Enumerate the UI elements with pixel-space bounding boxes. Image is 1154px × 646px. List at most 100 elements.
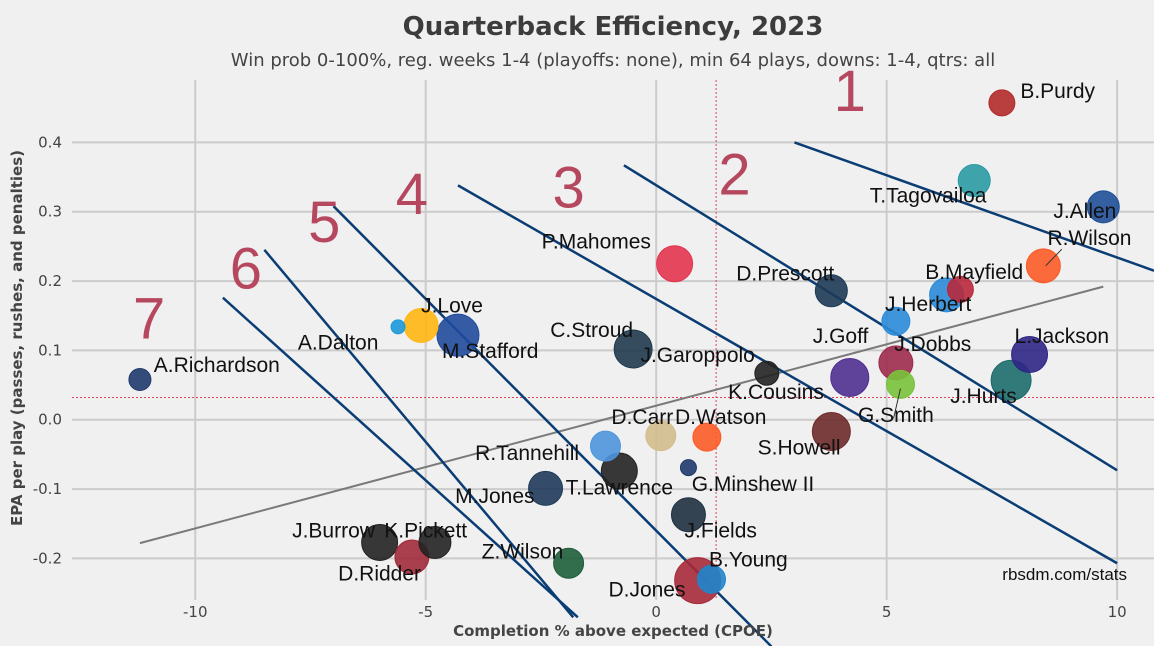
y-tick-label: 0.2: [38, 272, 62, 290]
x-tick-label: -10: [183, 603, 208, 621]
tier-label-1: 1: [834, 59, 866, 124]
point-j-burrow[interactable]: [361, 523, 399, 561]
data-points: [128, 89, 1120, 605]
point-j-fields[interactable]: [670, 497, 706, 533]
point-a-richardson[interactable]: [128, 368, 152, 392]
tier-line-2: [623, 164, 1118, 472]
label-a-dalton: A.Dalton: [298, 332, 379, 355]
label-j-goff: J.Goff: [813, 325, 869, 348]
label-t-lawrence: T.Lawrence: [566, 477, 673, 500]
x-tick-label: 10: [1108, 603, 1127, 621]
tier-label-4: 4: [396, 162, 428, 227]
tier-line-6: [222, 296, 579, 619]
label-k-cousins: K.Cousins: [728, 381, 824, 404]
point-c-stroud[interactable]: [613, 329, 653, 369]
label-j-garoppolo: J.Garoppolo: [640, 344, 754, 367]
label-d-jones: D.Jones: [608, 579, 685, 602]
tick-labels: -10 -5 0 5 10 -0.2 -0.1 0.0 0.1 0.2 0.3 0.4: [33, 133, 1127, 621]
point-j-garoppolo[interactable]: [754, 360, 780, 386]
y-axis-label: EPA per play (passes, rushes, and penalt…: [8, 150, 26, 526]
point-g-smith[interactable]: [885, 369, 915, 399]
label-b-mayfield: B.Mayfield: [925, 261, 1023, 284]
label-g-minshew-ii: G.Minshew II: [692, 473, 815, 496]
point-s-howell[interactable]: [811, 412, 851, 452]
tier-label-6: 6: [230, 237, 262, 302]
label-leader-line: [1045, 248, 1063, 267]
y-tick-label: 0.1: [38, 341, 62, 359]
y-tick-label: -0.2: [33, 549, 62, 567]
point-r-tannehill[interactable]: [589, 430, 621, 462]
label-b-young: B.Young: [709, 549, 788, 572]
label-j-herbert: J.Herbert: [885, 293, 972, 316]
label-p-mahomes: P.Mahomes: [542, 230, 651, 253]
label-c-stroud: C.Stroud: [550, 319, 633, 342]
point-a-dalton[interactable]: [390, 319, 406, 335]
point-b-young[interactable]: [696, 564, 726, 594]
point-p-mahomes[interactable]: [656, 245, 694, 283]
point-d-prescott[interactable]: [814, 274, 848, 308]
label-m-jones: M.Jones: [455, 485, 534, 508]
label-r-wilson: R.Wilson: [1047, 227, 1131, 250]
point-t-tagovailoa[interactable]: [957, 164, 991, 198]
label-d-watson: D.Watson: [675, 406, 766, 429]
tier-label-2: 2: [718, 142, 750, 207]
label-j-love: J.Love: [421, 294, 483, 317]
point-labels: B.Purdy T.Tagovailoa J.Allen R.Wilson P.Maho…: [154, 80, 1132, 602]
trend-line: [139, 285, 1104, 545]
tier-line-1: [794, 141, 1154, 272]
y-tick-label: -0.1: [33, 480, 62, 498]
label-b-purdy: B.Purdy: [1020, 80, 1095, 103]
point-d-carr[interactable]: [645, 420, 677, 452]
point-g-minshew-ii[interactable]: [679, 459, 697, 477]
y-tick-label: 0.3: [38, 203, 62, 221]
point-r-wilson[interactable]: [1025, 248, 1061, 284]
x-tick-label: 5: [882, 603, 892, 621]
point-k-cousins[interactable]: [830, 357, 870, 397]
point-j-allen[interactable]: [1086, 190, 1120, 224]
label-leader-line: [893, 388, 901, 419]
point-z-wilson[interactable]: [553, 547, 585, 579]
label-k-pickett: K.Pickett: [384, 520, 467, 543]
label-j-hurts: J.Hurts: [950, 385, 1017, 408]
label-s-howell: S.Howell: [758, 436, 841, 459]
point-b-mayfield[interactable]: [946, 275, 974, 303]
tier-label-5: 5: [308, 190, 340, 255]
y-tick-label: 0.0: [38, 411, 62, 429]
chart-subtitle: Win prob 0-100%, reg. weeks 1-4 (playoff…: [231, 50, 995, 71]
label-j-burrow: J.Burrow: [292, 520, 376, 543]
x-tick-label: -5: [418, 603, 433, 621]
label-d-ridder: D.Ridder: [338, 563, 421, 586]
label-j-dobbs: J.Dobbs: [894, 333, 971, 356]
point-d-watson[interactable]: [692, 422, 722, 452]
point-m-stafford[interactable]: [436, 313, 480, 357]
tier-line-5: [263, 249, 575, 619]
label-m-stafford: M.Stafford: [442, 340, 539, 363]
grid: [72, 80, 1154, 600]
label-d-carr: D.Carr: [611, 406, 673, 429]
source-label: rbsdm.com/stats: [1002, 565, 1127, 584]
point-b-purdy[interactable]: [988, 89, 1016, 117]
x-tick-label: 0: [651, 603, 661, 621]
point-j-herbert2[interactable]: [881, 306, 911, 336]
point-k-pickett[interactable]: [418, 525, 452, 559]
label-g-smith: G.Smith: [858, 404, 934, 427]
reference-lines: [72, 80, 1154, 600]
x-axis-label: Completion % above expected (CPOE): [453, 622, 773, 640]
label-a-richardson: A.Richardson: [154, 354, 280, 377]
label-l-jackson: L.Jackson: [1015, 325, 1110, 348]
tier-label-7: 7: [133, 287, 165, 352]
chart-title: Quarterback Efficiency, 2023: [403, 12, 824, 42]
label-j-allen: J.Allen: [1053, 200, 1116, 223]
label-r-tannehill: R.Tannehill: [475, 442, 579, 465]
tier-label-3: 3: [552, 156, 584, 221]
label-d-prescott: D.Prescott: [736, 262, 834, 285]
point-m-jones[interactable]: [528, 470, 564, 506]
point-l-jackson[interactable]: [1011, 336, 1049, 374]
tier-line-3: [457, 184, 1118, 565]
label-j-fields: J.Fields: [685, 520, 757, 543]
label-t-tagovailoa: T.Tagovailoa: [870, 185, 987, 208]
label-z-wilson: Z.Wilson: [482, 540, 564, 563]
